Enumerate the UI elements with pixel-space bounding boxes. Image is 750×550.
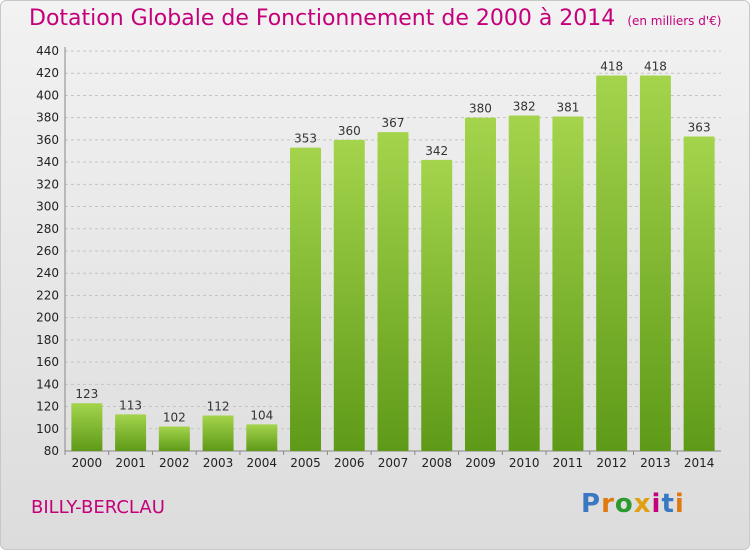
y-tick-label: 160: [36, 355, 59, 369]
y-tick-label: 180: [36, 333, 59, 347]
chart-title: Dotation Globale de Fonctionnement de 20…: [29, 6, 721, 31]
y-tick-label: 260: [36, 244, 59, 258]
bar-2013: [639, 75, 671, 451]
value-label: 381: [556, 101, 579, 115]
proxiti-logo: Proxiti: [581, 489, 685, 519]
logo-letter: t: [661, 489, 675, 519]
x-tick-label: 2000: [72, 456, 103, 470]
bar-2011: [552, 116, 584, 452]
bar-2005: [290, 147, 322, 451]
y-tick-labels: 80 100 120 140 160 180 200 220 240 260 280 300 320 34…: [36, 44, 59, 458]
bar-2001: [115, 414, 147, 451]
bar-2007: [377, 132, 409, 451]
y-tick-label: 360: [36, 133, 59, 147]
y-tick-label: 240: [36, 266, 59, 280]
value-label: 112: [207, 399, 230, 413]
value-label: 380: [469, 102, 492, 116]
value-label: 113: [119, 398, 142, 412]
logo-letter: i: [674, 489, 685, 519]
bar-2014: [683, 136, 715, 452]
x-tick-label: 2005: [290, 456, 321, 470]
bar-2003: [202, 415, 234, 451]
value-label: 418: [600, 59, 623, 73]
value-label: 382: [513, 99, 536, 113]
x-tick-label: 2012: [596, 456, 627, 470]
x-tick-label: 2001: [115, 456, 146, 470]
value-label: 367: [382, 116, 405, 130]
value-label: 123: [75, 387, 98, 401]
y-tick-label: 100: [36, 422, 59, 436]
logo-letter: o: [614, 489, 634, 519]
chart-title-text: Dotation Globale de Fonctionnement de 20…: [29, 6, 616, 31]
y-tick-label: 380: [36, 111, 59, 125]
chart-unit: (en milliers d'€): [627, 14, 722, 28]
value-label: 363: [688, 121, 711, 135]
logo-letter: i: [651, 489, 662, 519]
y-tick-label: 420: [36, 66, 59, 80]
logo-letter: P: [581, 489, 602, 519]
y-tick-label: 340: [36, 155, 59, 169]
y-tick-label: 300: [36, 200, 59, 214]
y-tick-label: 220: [36, 288, 59, 302]
value-label: 342: [425, 144, 448, 158]
x-tick-label: 2006: [334, 456, 365, 470]
x-tick-label: 2009: [465, 456, 496, 470]
y-tick-label: 120: [36, 400, 59, 414]
logo-letter: r: [601, 489, 615, 519]
y-tick-label: 440: [36, 44, 59, 58]
value-label: 418: [644, 59, 667, 73]
logo-letter: x: [633, 489, 652, 519]
x-tick-label: 2013: [640, 456, 671, 470]
bar-2012: [596, 75, 628, 451]
y-tick-label: 400: [36, 88, 59, 102]
bar-2000: [71, 403, 103, 451]
bar-2004: [246, 424, 278, 451]
x-tick-label: 2003: [203, 456, 234, 470]
x-tick-labels: 2000 2001 2002 2003 2004 2005 2006 2007 2008 2009…: [72, 456, 715, 470]
value-labels: 123 113 102 112 104 353 360 367 342 380 382 381 418 4…: [75, 59, 710, 424]
y-tick-label: 140: [36, 377, 59, 391]
y-tick-label: 320: [36, 177, 59, 191]
x-tick-label: 2011: [553, 456, 584, 470]
x-tick-label: 2010: [509, 456, 540, 470]
x-tick-label: 2007: [378, 456, 409, 470]
x-tick-label: 2008: [421, 456, 452, 470]
bar-2010: [508, 115, 540, 451]
y-tick-label: 200: [36, 311, 59, 325]
bar-2006: [333, 139, 365, 451]
value-label: 104: [250, 408, 273, 422]
x-tick-label: 2004: [247, 456, 278, 470]
y-tick-label: 80: [44, 444, 59, 458]
bar-2002: [158, 426, 190, 451]
x-tick-label: 2014: [684, 456, 715, 470]
value-label: 360: [338, 124, 361, 138]
bar-2009: [464, 117, 496, 452]
y-tick-label: 280: [36, 222, 59, 236]
x-tick-label: 2002: [159, 456, 190, 470]
commune-name: BILLY-BERCLAU: [31, 497, 165, 518]
bar-2008: [421, 159, 453, 451]
value-label: 102: [163, 411, 186, 425]
value-label: 353: [294, 132, 317, 146]
bars: [71, 75, 715, 452]
